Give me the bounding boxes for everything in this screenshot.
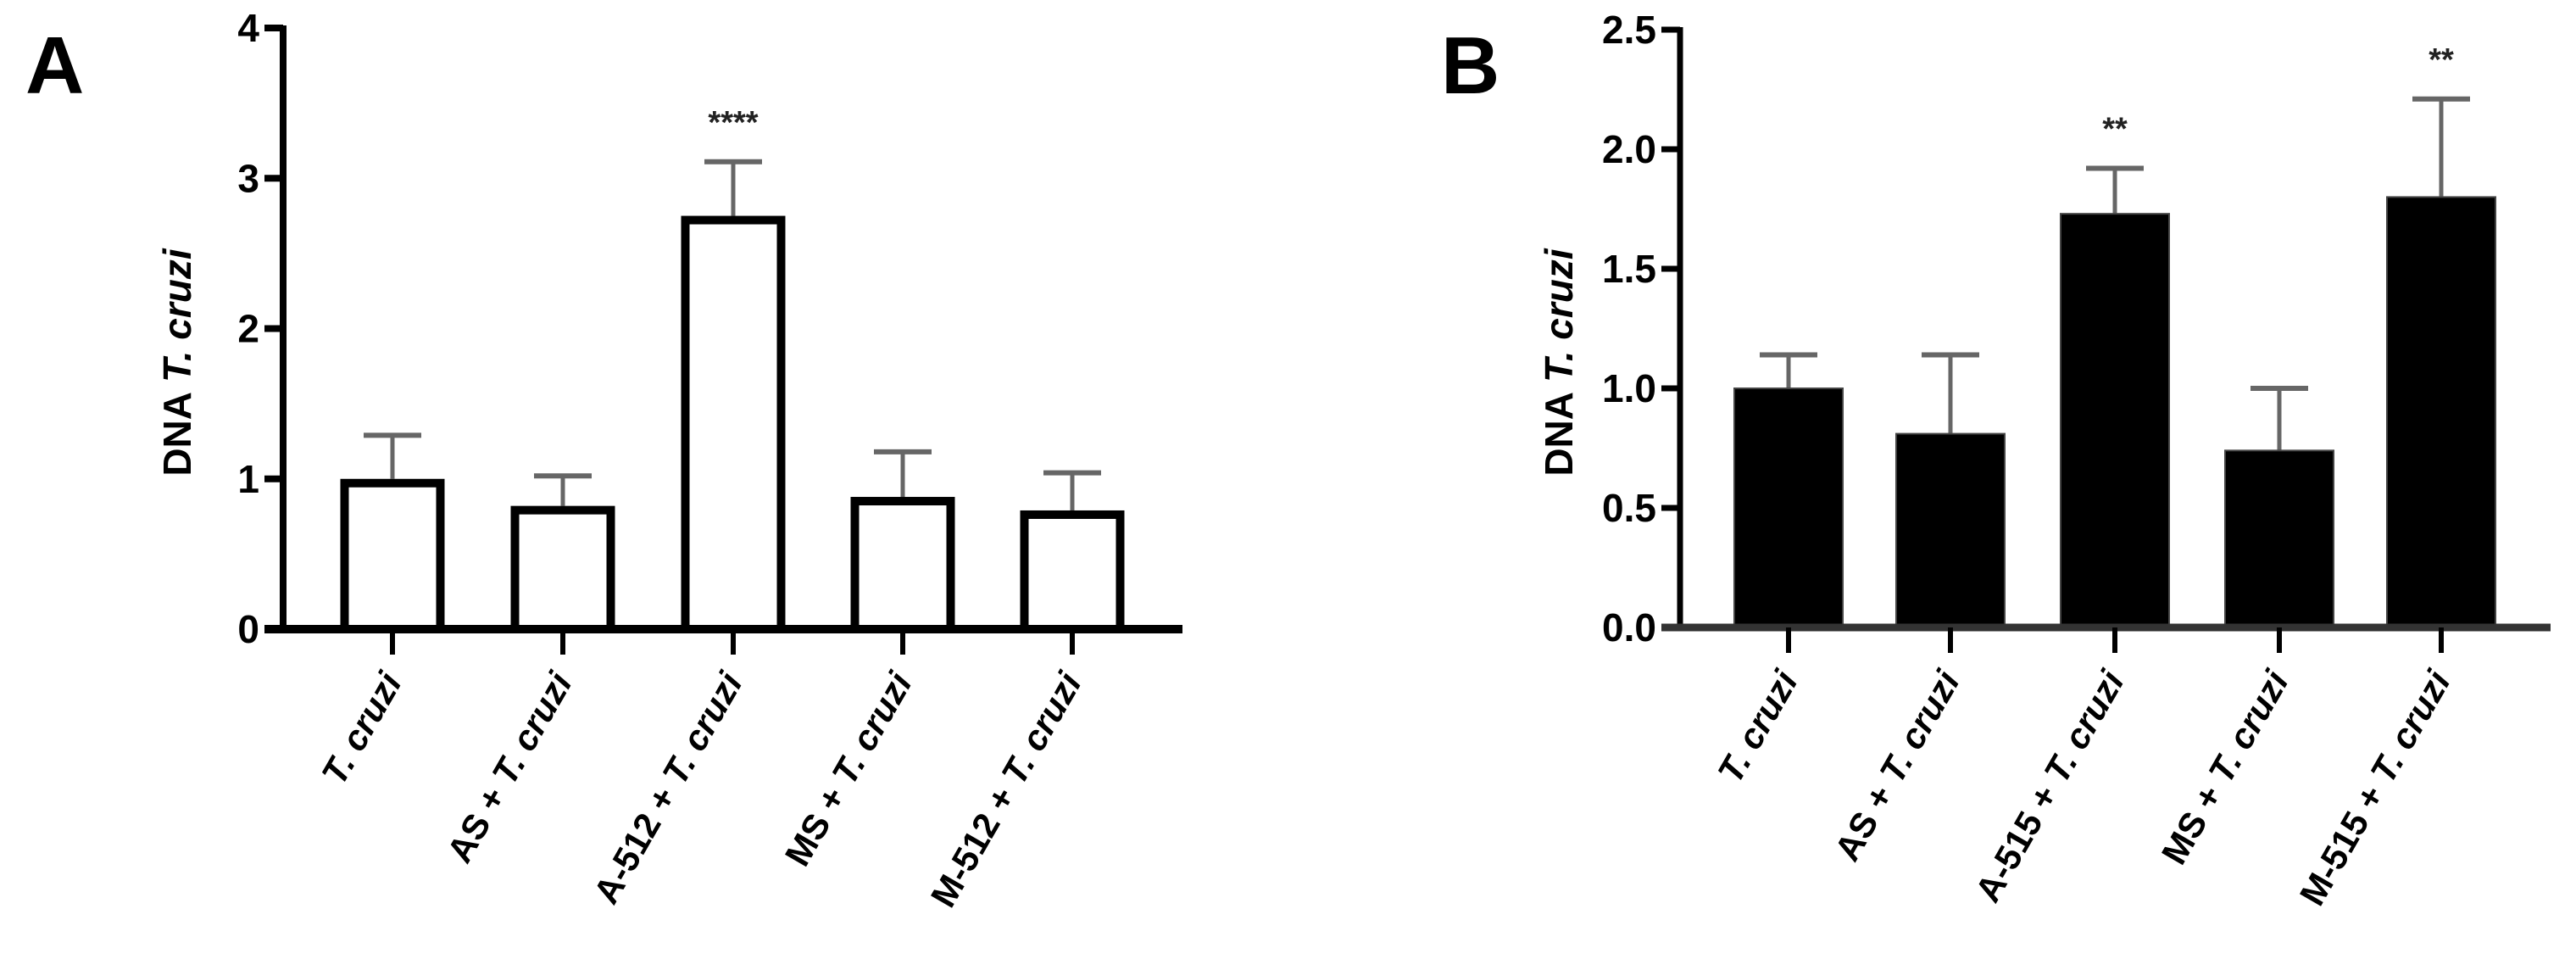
y-tick-label: 0.0 bbox=[1602, 605, 1656, 650]
x-category-label: MS + T. cruzi bbox=[777, 665, 921, 873]
bar bbox=[2386, 196, 2496, 628]
x-category-label: M-515 + T. cruzi bbox=[2292, 663, 2459, 912]
bar bbox=[510, 505, 615, 634]
y-tick-label: 0 bbox=[237, 607, 259, 651]
x-category-label: M-512 + T. cruzi bbox=[923, 665, 1090, 914]
bar bbox=[1895, 432, 2006, 628]
y-tick-label: 0.5 bbox=[1602, 486, 1656, 530]
y-axis-title: DNA T. cruzi bbox=[1537, 248, 1581, 477]
significance-label: ** bbox=[2429, 42, 2454, 78]
x-category-label: T. cruzi bbox=[314, 665, 409, 791]
significance-label: ** bbox=[2102, 112, 2128, 148]
y-tick-label: 2 bbox=[237, 307, 259, 351]
x-category-label: A-512 + T. cruzi bbox=[586, 665, 750, 911]
bar bbox=[2224, 449, 2334, 628]
panel-letter: A bbox=[25, 20, 84, 111]
bar bbox=[340, 478, 445, 633]
x-category-label: AS + T. cruzi bbox=[1827, 663, 1967, 867]
panel-letter: B bbox=[1441, 20, 1499, 111]
y-tick-label: 1.5 bbox=[1602, 247, 1656, 291]
y-tick-label: 2.0 bbox=[1602, 127, 1656, 171]
bar bbox=[681, 215, 786, 633]
x-category-label: AS + T. cruzi bbox=[439, 665, 580, 869]
y-axis-title: DNA T. cruzi bbox=[155, 248, 199, 477]
y-tick-label: 3 bbox=[237, 156, 259, 200]
y-tick-label: 4 bbox=[237, 6, 259, 50]
x-category-label: T. cruzi bbox=[1710, 663, 1805, 789]
bar bbox=[1733, 388, 1844, 628]
x-category-label: A-515 + T. cruzi bbox=[1967, 663, 2132, 909]
panel-a: A DNA T. cruzi 0 1 2 3 4 **** T. cruzi AS + T. cr… bbox=[25, 6, 1182, 914]
bar bbox=[1020, 510, 1125, 633]
y-tick-label: 2.5 bbox=[1602, 8, 1656, 52]
panel-b: B DNA T. cruzi 0.0 0.5 1.0 1.5 2.0 2.5 ** ** T. cr… bbox=[1441, 8, 2551, 912]
bar bbox=[850, 497, 955, 634]
x-category-label: MS + T. cruzi bbox=[2154, 663, 2297, 871]
y-tick-label: 1 bbox=[237, 457, 259, 501]
y-tick-label: 1.0 bbox=[1602, 366, 1656, 410]
bar bbox=[2060, 213, 2170, 628]
significance-label: **** bbox=[708, 105, 758, 141]
